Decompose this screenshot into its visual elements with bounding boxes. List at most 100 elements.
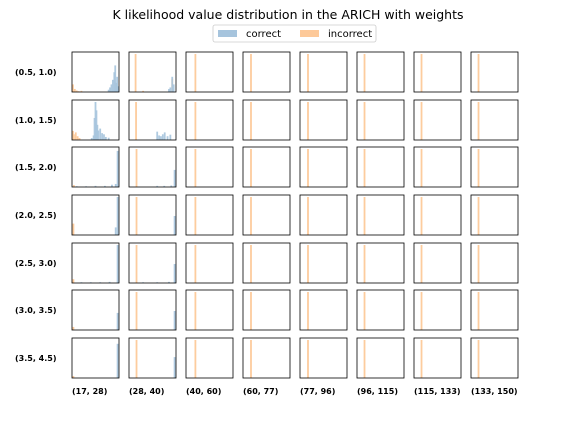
row-label: (2.5, 3.0) [15, 259, 56, 268]
panel-frame [185, 51, 234, 93]
histogram-panel [185, 194, 234, 236]
correct-bar [173, 357, 176, 378]
histogram-panel [128, 242, 177, 284]
correct-bar [169, 87, 172, 92]
incorrect-bar [420, 54, 423, 92]
panel-frame [128, 289, 177, 331]
panel-frame [470, 99, 519, 141]
column-label: (40, 60) [186, 387, 221, 396]
histogram-panel [470, 337, 519, 379]
panel-frame [413, 146, 462, 188]
correct-bar [173, 216, 176, 235]
incorrect-bar [307, 245, 309, 283]
incorrect-bar [135, 245, 138, 283]
correct-bar [161, 134, 164, 140]
panel-frame [413, 337, 462, 379]
legend-swatch-incorrect [300, 30, 319, 37]
histogram-panel [470, 146, 519, 188]
histogram-panel [413, 289, 462, 331]
correct-bar [94, 185, 97, 187]
correct-bar [104, 136, 107, 140]
row-label: (3.0, 3.5) [15, 306, 56, 315]
correct-bar [116, 197, 119, 235]
correct-bar [173, 311, 176, 330]
histogram-panel [413, 242, 462, 284]
correct-bar [166, 136, 169, 140]
column-label: (133, 150) [471, 387, 518, 396]
incorrect-bar [477, 292, 480, 330]
incorrect-bar [363, 149, 366, 187]
correct-bar [93, 117, 96, 140]
legend-label-incorrect: incorrect [328, 29, 372, 40]
histogram-panel [71, 99, 120, 141]
histogram-panel [128, 99, 177, 141]
histogram-panel [356, 337, 405, 379]
incorrect-bar [135, 292, 138, 330]
correct-bar [90, 138, 93, 140]
histogram-panel [470, 242, 519, 284]
histogram-panel [470, 194, 519, 236]
histogram-panel [470, 99, 519, 141]
incorrect-bar [477, 197, 480, 235]
column-label: (17, 28) [72, 387, 107, 396]
incorrect-bar [420, 292, 423, 330]
panel-frame [242, 146, 291, 188]
incorrect-bar [363, 340, 366, 378]
histogram-panel [185, 242, 234, 284]
panel-frame [71, 337, 120, 379]
row-label: (3.5, 4.5) [15, 354, 56, 363]
panel-frame [356, 146, 405, 188]
panel-frame [356, 242, 405, 284]
incorrect-bar [420, 197, 423, 235]
correct-bar [113, 72, 116, 92]
histogram-panel [299, 146, 348, 188]
histogram-panel [356, 194, 405, 236]
panel-frame [470, 337, 519, 379]
incorrect-bar [363, 245, 366, 283]
incorrect-bar [307, 149, 309, 187]
correct-bar [92, 135, 95, 140]
incorrect-bar [72, 84, 74, 92]
panel-frame [356, 194, 405, 236]
panel-frame [71, 99, 120, 141]
incorrect-bar [194, 292, 197, 330]
histogram-panel [413, 337, 462, 379]
incorrect-bar [250, 54, 252, 92]
panel-frame [71, 289, 120, 331]
histogram-panel [356, 146, 405, 188]
panel-frame [299, 51, 348, 93]
panel-frame [356, 289, 405, 331]
histogram-panel [413, 99, 462, 141]
correct-bar [95, 110, 98, 140]
histogram-panel [299, 242, 348, 284]
row-label: (1.0, 1.5) [15, 116, 56, 125]
incorrect-bar [72, 279, 75, 283]
correct-bar [111, 184, 113, 187]
correct-bar [170, 185, 173, 187]
panel-frame [128, 242, 177, 284]
correct-bar [173, 169, 176, 187]
correct-bar [107, 89, 110, 92]
correct-bar [115, 82, 118, 92]
histogram-panel [71, 289, 120, 331]
histogram-panel [242, 337, 291, 379]
column-label: (60, 77) [243, 387, 278, 396]
panel-frame [128, 146, 177, 188]
column-label: (28, 40) [129, 387, 164, 396]
panel-frame [185, 99, 234, 141]
histogram-panel [242, 146, 291, 188]
correct-bar [114, 227, 117, 235]
panel-frame [470, 194, 519, 236]
incorrect-bar [134, 54, 137, 92]
incorrect-bar [363, 102, 366, 140]
histogram-panel [242, 99, 291, 141]
column-label: (77, 96) [300, 387, 335, 396]
column-labels: (17, 28) (28, 40) (40, 60) (60, 77) (77, 96)… [72, 387, 518, 396]
correct-bar [96, 124, 99, 140]
correct-bar [158, 135, 160, 140]
histogram-panel [128, 51, 177, 93]
correct-bar [168, 88, 170, 92]
column-label: (96, 115) [357, 387, 398, 396]
incorrect-bar [250, 149, 252, 187]
